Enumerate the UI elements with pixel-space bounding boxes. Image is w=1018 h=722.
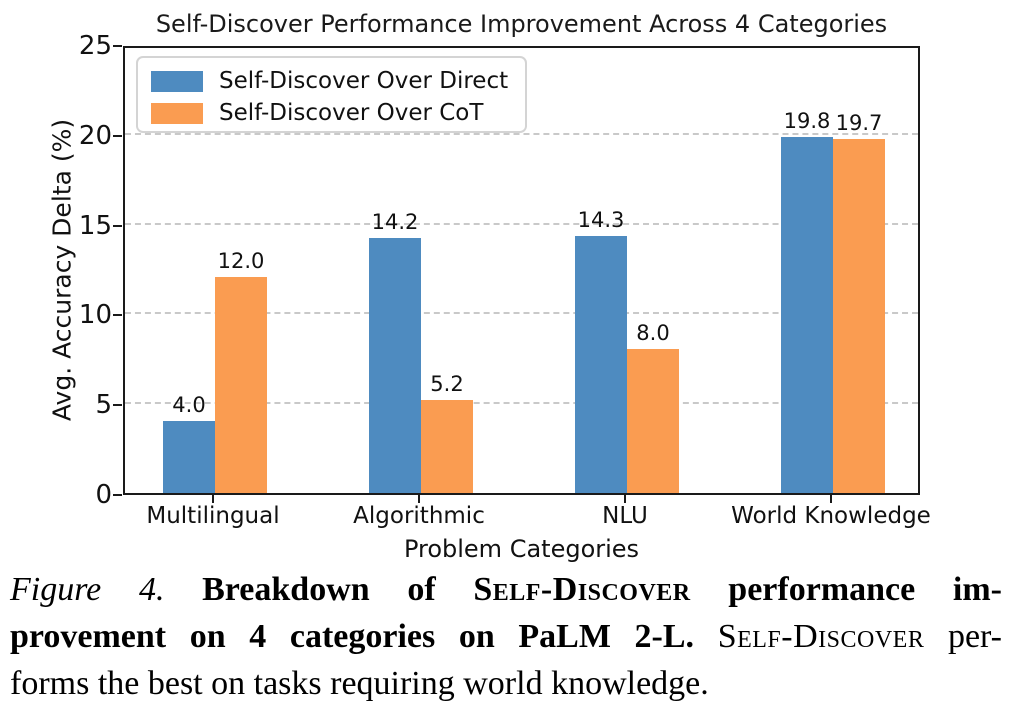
legend-row-self-discover-over-cot: Self-Discover Over CoT: [138, 97, 525, 129]
bar-value-label: 14.3: [577, 208, 625, 233]
caption-segment: Self-Discover: [717, 618, 925, 655]
legend: Self-Discover Over Direct Self-Discover O…: [136, 56, 527, 133]
x-tick-label-nlu: NLU: [602, 503, 648, 529]
x-tick-label-multilingual: Multilingual: [146, 503, 280, 529]
legend-swatch-icon: [151, 102, 203, 124]
bar-value-label: 8.0: [636, 321, 670, 346]
x-tick-mark: [212, 495, 214, 503]
caption-segment: forms the best on tasks requiring world …: [10, 665, 709, 702]
legend-label: Self-Discover Over CoT: [219, 100, 484, 126]
bar-self-discover-over-cot-nlu: [627, 349, 679, 493]
x-tick-mark: [624, 495, 626, 503]
y-tick-label-0: 0: [95, 480, 112, 510]
x-axis-label: Problem Categories: [403, 535, 640, 563]
y-tick-label-5: 5: [95, 390, 112, 421]
caption-line: Figure 4. Breakdown of Self-Discover per…: [10, 566, 1002, 613]
y-tick-mark: [113, 404, 122, 407]
caption-segment: Figure 4.: [10, 571, 165, 608]
x-tick-mark: [830, 495, 832, 503]
caption-segment: Breakdown of: [202, 571, 474, 608]
legend-label: Self-Discover Over Direct: [219, 68, 509, 94]
y-tick-label-10: 10: [78, 300, 112, 331]
bar-self-discover-over-direct-multilingual: [163, 421, 215, 493]
bar-value-label: 12.0: [217, 249, 265, 274]
bar-value-label: 5.2: [430, 371, 464, 396]
bar-value-label: 4.0: [172, 393, 206, 418]
x-tick-label-world-knowledge: World Knowledge: [731, 503, 931, 529]
figure-caption: Figure 4. Breakdown of Self-Discover per…: [10, 566, 1002, 707]
y-tick-mark: [113, 314, 122, 317]
gridline-10: [125, 312, 918, 315]
gridline-5: [125, 402, 918, 405]
y-tick-mark: [113, 45, 122, 47]
y-tick-label-20: 20: [78, 120, 112, 151]
y-tick-mark: [113, 224, 122, 227]
caption-segment: Self-Discover: [473, 571, 691, 608]
gridline-20: [125, 132, 918, 135]
bar-chart: Self-Discover Performance Improvement Ac…: [47, 10, 931, 563]
bar-value-label: 19.7: [835, 111, 883, 136]
y-tick-label-25: 25: [78, 31, 112, 61]
bar-value-label: 19.8: [783, 109, 831, 134]
bar-self-discover-over-cot-multilingual: [215, 277, 267, 493]
legend-row-self-discover-over-direct: Self-Discover Over Direct: [138, 65, 525, 97]
caption-segment: provement on 4 categories on PaLM 2-L.: [10, 618, 695, 655]
caption-segment: performance im-: [690, 571, 1002, 608]
x-tick-mark: [418, 495, 420, 503]
bar-self-discover-over-direct-algorithmic: [369, 237, 421, 493]
bar-value-label: 14.2: [371, 209, 419, 234]
bar-self-discover-over-cot-algorithmic: [421, 399, 473, 493]
caption-segment: [164, 571, 202, 608]
caption-segment: [694, 618, 718, 655]
x-tick-label-algorithmic: Algorithmic: [353, 503, 485, 529]
chart-title: Self-Discover Performance Improvement Ac…: [155, 10, 888, 38]
y-tick-mark: [113, 494, 122, 496]
caption-segment: per-: [924, 618, 1003, 655]
bar-self-discover-over-cot-world-knowledge: [833, 139, 885, 493]
bar-self-discover-over-direct-world-knowledge: [781, 137, 833, 493]
caption-line: provement on 4 categories on PaLM 2-L. S…: [10, 613, 1002, 660]
y-tick-label-15: 15: [78, 210, 112, 241]
bar-self-discover-over-direct-nlu: [575, 236, 627, 493]
y-axis-label: Avg. Accuracy Delta (%): [47, 118, 77, 422]
legend-swatch-icon: [151, 70, 203, 92]
caption-line: forms the best on tasks requiring world …: [10, 660, 1002, 707]
gridline-15: [125, 222, 918, 225]
y-tick-mark: [113, 134, 122, 137]
